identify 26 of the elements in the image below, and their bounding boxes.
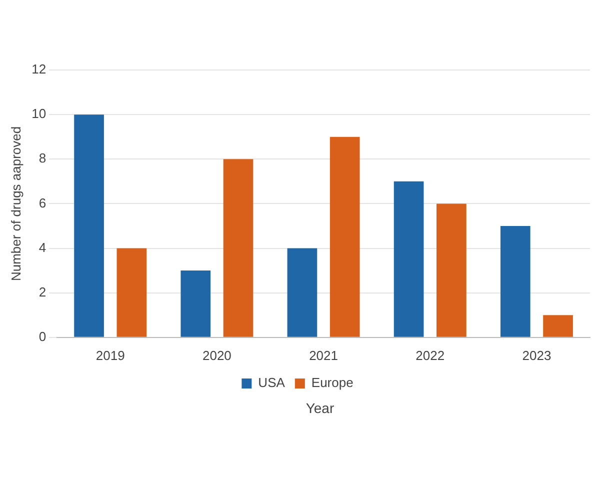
x-axis-title: Year (304, 400, 336, 416)
y-axis-title: Number of drugs aaproved (8, 126, 24, 282)
legend-label: Europe (311, 375, 354, 390)
bar (223, 159, 254, 337)
y-tick-label: 0 (38, 328, 46, 344)
y-tick-label: 4 (38, 240, 46, 255)
x-tick-label: 2023 (522, 348, 552, 363)
bar (436, 204, 466, 337)
x-tick-label: 2021 (309, 348, 338, 363)
x-tick-label: 2019 (96, 348, 125, 363)
y-tick-label: 12 (32, 62, 46, 77)
bar (180, 270, 211, 337)
y-tick-label: 10 (32, 106, 46, 122)
y-tick-label: 8 (38, 150, 46, 166)
legend-label: USA (258, 375, 286, 390)
y-tick-label: 2 (38, 284, 46, 300)
x-tick-label: 2022 (416, 348, 445, 363)
bar (330, 136, 360, 337)
x-tick-label: 2020 (202, 348, 232, 363)
bar (116, 248, 147, 337)
bar (74, 114, 104, 337)
bar (287, 248, 318, 337)
bar (394, 181, 424, 337)
bar (543, 315, 573, 337)
y-tick-label: 6 (38, 195, 46, 210)
bar (500, 226, 530, 337)
